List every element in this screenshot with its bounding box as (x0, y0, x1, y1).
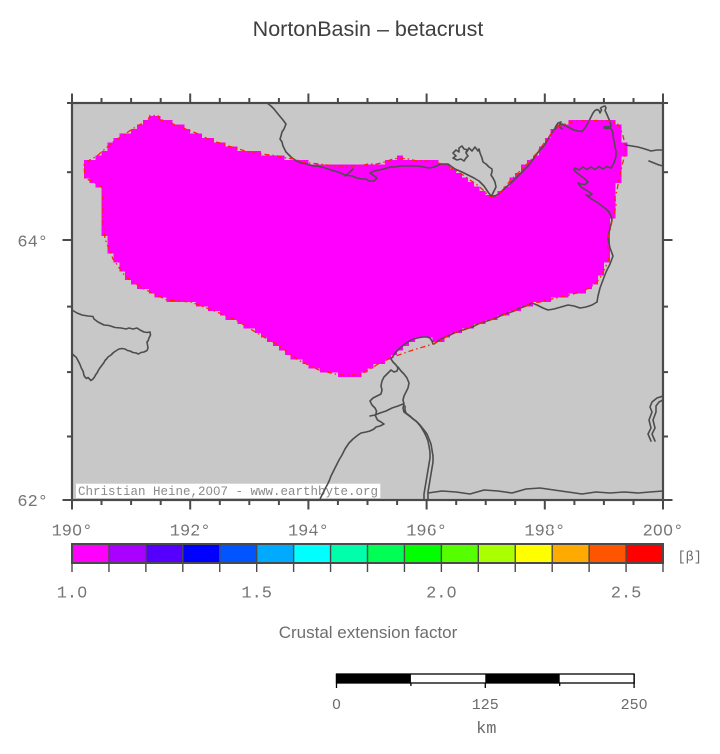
svg-text:2.0: 2.0 (426, 585, 457, 604)
svg-text:194°: 194° (288, 523, 329, 542)
svg-text:[β]: [β] (678, 551, 702, 566)
svg-text:Christian Heine,2007 - www.ear: Christian Heine,2007 - www.earthbyte.org (78, 485, 378, 499)
svg-text:196°: 196° (406, 523, 447, 542)
svg-text:192°: 192° (170, 523, 211, 542)
svg-text:2.5: 2.5 (611, 585, 642, 604)
svg-text:62°: 62° (17, 493, 48, 512)
svg-text:250: 250 (621, 697, 648, 714)
svg-text:1.5: 1.5 (241, 585, 272, 604)
svg-text:190°: 190° (52, 523, 93, 542)
svg-text:125: 125 (472, 697, 499, 714)
svg-text:64°: 64° (17, 234, 48, 253)
svg-text:200°: 200° (643, 523, 684, 542)
svg-text:km: km (476, 720, 496, 739)
svg-text:1.0: 1.0 (57, 585, 88, 604)
svg-text:NortonBasin – betacrust: NortonBasin – betacrust (253, 17, 484, 41)
svg-text:Crustal extension factor: Crustal extension factor (279, 623, 458, 642)
svg-text:198°: 198° (524, 523, 565, 542)
